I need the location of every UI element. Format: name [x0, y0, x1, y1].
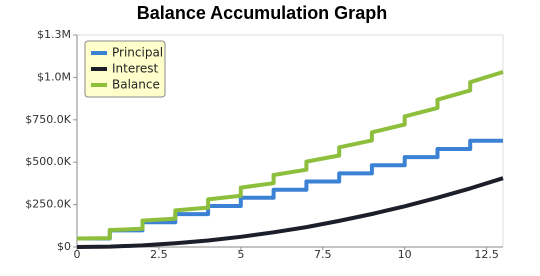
x-tick-label: 12.5 [474, 248, 499, 261]
y-tick-label: $1.0M [37, 70, 71, 83]
x-tick-label: 7.5 [314, 248, 332, 261]
legend-label: Balance [112, 78, 160, 92]
legend-label: Principal [112, 46, 163, 60]
y-tick-label: $500.0K [25, 155, 71, 168]
y-tick-label: $250.0K [25, 198, 71, 211]
x-tick-label: 0 [74, 248, 81, 261]
chart-title: Balance Accumulation Graph [137, 3, 387, 23]
x-tick-label: 10 [398, 248, 412, 261]
y-tick-label: $750.0K [25, 113, 71, 126]
series-line [76, 176, 504, 249]
x-tick-label: 5 [237, 248, 244, 261]
x-tick-label: 2.5 [150, 248, 168, 261]
series-line [76, 70, 504, 241]
y-tick-label: $1.3M [37, 28, 71, 41]
y-tick-label: $0 [57, 240, 71, 253]
legend-label: Interest [112, 62, 159, 76]
